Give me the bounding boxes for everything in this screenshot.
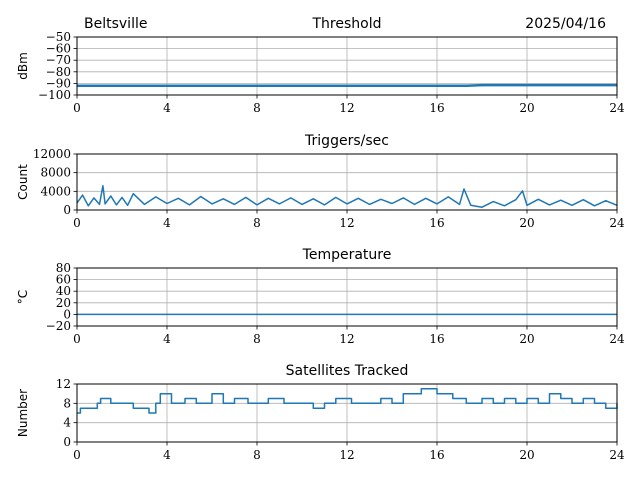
x-tick-label: 24 — [609, 448, 625, 462]
x-tick-label: 24 — [609, 332, 625, 346]
x-tick-label: 24 — [609, 101, 625, 115]
x-tick-label: 4 — [163, 216, 171, 230]
y-tick-label: 60 — [56, 273, 71, 287]
x-tick-label: 8 — [253, 216, 261, 230]
y-tick-label: −20 — [46, 319, 71, 333]
y-axis-label: Count — [16, 164, 30, 200]
chart-panel-2: Triggers/sec Count 0 4 8 12 16 20 24 0 4000 8000 120… — [16, 133, 625, 230]
y-tick-label: 4 — [63, 416, 71, 430]
y-tick-label: 8 — [63, 396, 71, 410]
location-label: Beltsville — [84, 16, 147, 32]
data-series-line — [77, 388, 618, 414]
x-tick-label: 4 — [163, 332, 171, 346]
x-tick-label: 16 — [429, 216, 444, 230]
x-tick-label: 8 — [253, 101, 261, 115]
y-tick-label: −70 — [46, 53, 71, 67]
chart-title: Triggers/sec — [304, 133, 389, 149]
x-tick-label: 8 — [253, 448, 261, 462]
x-tick-label: 16 — [429, 332, 444, 346]
x-tick-label: 0 — [73, 332, 81, 346]
chart-title: Satellites Tracked — [286, 363, 409, 379]
x-tick-label: 20 — [519, 101, 534, 115]
chart-title: Temperature — [302, 247, 392, 263]
chart-title: Threshold — [312, 16, 382, 32]
x-tick-label: 0 — [73, 101, 81, 115]
y-tick-label: 12000 — [33, 147, 71, 161]
y-tick-label: −100 — [38, 88, 71, 102]
x-tick-label: 0 — [73, 216, 81, 230]
y-tick-label: 20 — [56, 296, 71, 310]
x-tick-label: 0 — [73, 448, 81, 462]
y-tick-label: −90 — [46, 76, 71, 90]
y-axis-label: °C — [16, 290, 30, 304]
y-tick-label: 0 — [63, 203, 71, 217]
y-tick-label: 0 — [63, 307, 71, 321]
y-axis-label: dBm — [16, 52, 30, 80]
y-tick-label: −80 — [46, 65, 71, 79]
y-axis-label: Number — [16, 389, 30, 437]
x-tick-label: 20 — [519, 332, 534, 346]
y-tick-label: 40 — [56, 284, 71, 298]
x-tick-label: 4 — [163, 101, 171, 115]
x-tick-label: 12 — [339, 448, 354, 462]
x-tick-label: 16 — [429, 101, 444, 115]
chart-panel-4: Satellites Tracked Number 0 4 8 12 16 20 24 0 4 8 12 — [16, 363, 625, 462]
y-tick-label: 0 — [63, 435, 71, 449]
data-series-line — [76, 184, 618, 208]
x-tick-label: 8 — [253, 332, 261, 346]
date-label: 2025/04/16 — [525, 16, 606, 32]
x-tick-label: 12 — [339, 332, 354, 346]
x-tick-label: 4 — [163, 448, 171, 462]
y-tick-label: −60 — [46, 42, 71, 56]
chart-panel-1: Threshold dBm 0 4 8 12 16 20 24 −100−90−80−70−60−… — [16, 16, 625, 115]
x-tick-label: 24 — [609, 216, 625, 230]
y-tick-label: 80 — [56, 261, 71, 275]
x-tick-label: 16 — [429, 448, 444, 462]
x-tick-label: 12 — [339, 216, 354, 230]
x-tick-label: 12 — [339, 101, 354, 115]
data-series-line — [77, 83, 617, 87]
x-tick-label: 20 — [519, 216, 534, 230]
x-tick-label: 20 — [519, 448, 534, 462]
y-tick-label: 4000 — [40, 184, 71, 198]
y-tick-label: 8000 — [40, 166, 71, 180]
y-tick-label: −50 — [46, 30, 71, 44]
y-tick-label: 12 — [56, 377, 71, 391]
